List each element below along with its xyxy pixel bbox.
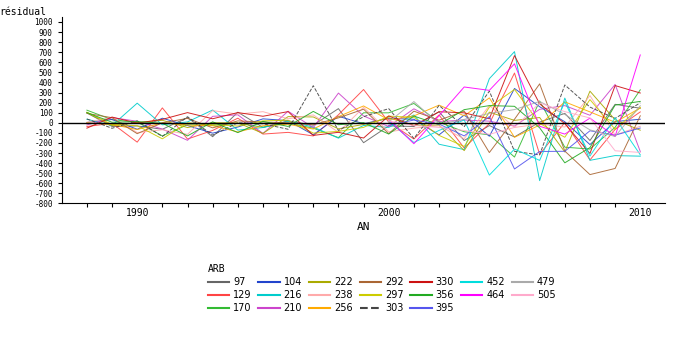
Legend: 97, 129, 170, 104, 216, 210, 222, 238, 256, 292, 297, 303, 330, 356, 395, 452, 4: 97, 129, 170, 104, 216, 210, 222, 238, 2…: [208, 264, 556, 313]
X-axis label: AN: AN: [357, 222, 370, 233]
Y-axis label: résidual: résidual: [0, 7, 46, 17]
